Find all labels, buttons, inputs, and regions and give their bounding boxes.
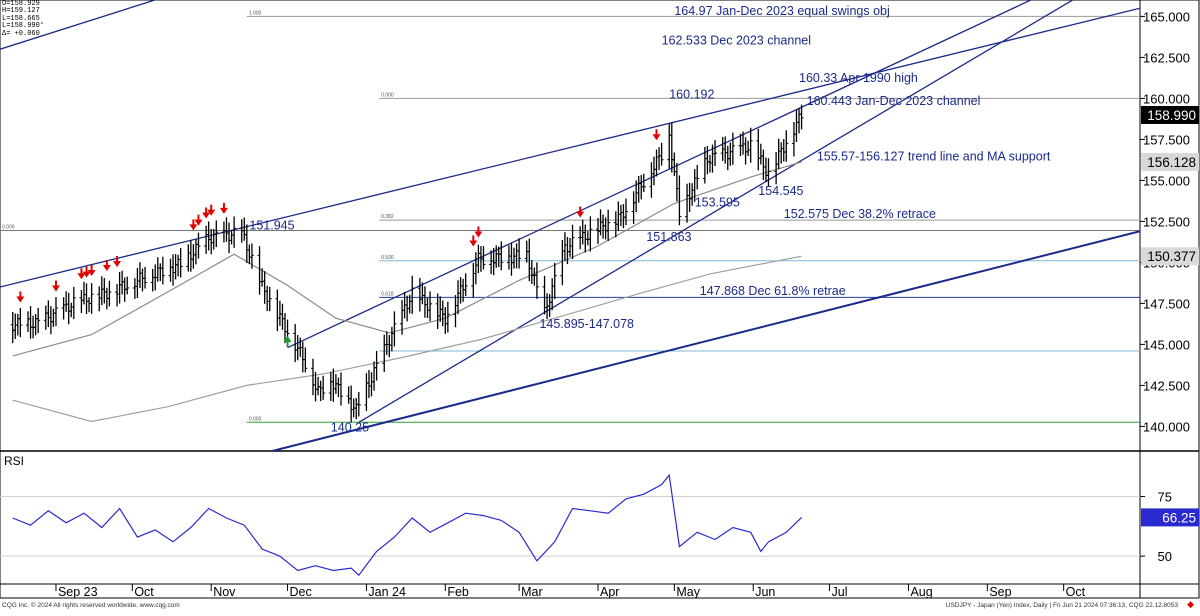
- ohlc-high: H=159.127: [2, 7, 40, 16]
- sell-signal-arrow-icon: [87, 264, 96, 276]
- trend-lines: [0, 0, 1140, 451]
- ma-slow-line: [12, 255, 802, 423]
- fib-ratio-tag: 0.500: [381, 255, 394, 261]
- ohlc-readout: O=158.929 H=159.127 L=158.665 L=158.990° Δ= …: [2, 0, 45, 38]
- ohlc-change: Δ= +0.060: [2, 29, 40, 38]
- price-annotation: 151.945: [249, 219, 294, 233]
- time-axis-label: Jan 24: [368, 585, 406, 599]
- sell-signal-arrow-icon: [77, 268, 86, 280]
- price-axis-label: 155.000: [1143, 173, 1190, 188]
- rsi-line: [12, 473, 803, 577]
- chart-frame: [0, 0, 1200, 599]
- price-annotation: 154.545: [758, 184, 803, 198]
- time-axis-label: Nov: [213, 585, 236, 599]
- sell-signal-arrow-icon: [219, 202, 228, 214]
- ohlc-low: L=158.665: [2, 14, 40, 23]
- price-badge-label: 150.377: [1147, 249, 1196, 264]
- time-axis-label: Sep: [989, 585, 1011, 599]
- price-badge-box: [1141, 105, 1199, 124]
- price-axis-label: 165.000: [1143, 9, 1190, 24]
- time-axis-label: Aug: [910, 585, 932, 599]
- price-axis-label: 145.000: [1143, 337, 1190, 352]
- ma-fast-line: [12, 161, 802, 357]
- price-annotation: 155.57-156.127 trend line and MA support: [817, 150, 1051, 164]
- price-axis-label: 162.500: [1143, 50, 1190, 65]
- price-annotation: 160.33 Apr 1990 high: [799, 71, 918, 85]
- fib-ratio-tag: 0.382: [381, 214, 394, 220]
- time-axis-label: Oct: [134, 585, 154, 599]
- price-badge: 158.990: [1141, 105, 1199, 124]
- trend-line: [0, 7, 1140, 288]
- price-axis-label: 142.500: [1143, 378, 1190, 393]
- price-axis-label: 152.500: [1143, 214, 1190, 229]
- sell-signal-arrow-icon: [189, 219, 198, 231]
- time-axis-label: Jul: [832, 585, 848, 599]
- price-axis-label: 147.500: [1143, 296, 1190, 311]
- sell-signal-arrow-icon: [576, 206, 585, 218]
- sell-signal-arrow-icon: [474, 226, 483, 238]
- price-annotation: 145.895-147.078: [539, 317, 634, 331]
- rsi-title: RSI: [4, 454, 24, 468]
- trend-line: [287, 0, 1033, 349]
- sell-signal-arrow-icon: [194, 214, 203, 226]
- price-annotation: 160.192: [669, 87, 714, 101]
- price-annotation: 147.868 Dec 61.8% retrae: [700, 284, 846, 298]
- rsi-axis-label: 75: [1158, 490, 1172, 505]
- price-badge: 156.128: [1141, 152, 1199, 171]
- time-axis-label: May: [676, 585, 700, 599]
- price-badge-label: 158.990: [1147, 108, 1196, 123]
- price-badge-box: [1141, 247, 1199, 266]
- price-annotation: 140.25: [331, 420, 369, 434]
- sell-signal-arrow-icon: [16, 291, 25, 303]
- buy-signal-arrow-icon: [283, 335, 292, 347]
- ohlc-last: L=158.990°: [2, 22, 45, 31]
- trend-line: [272, 230, 1140, 451]
- time-axis-label: Oct: [1066, 585, 1086, 599]
- price-annotation: 151.863: [646, 230, 691, 244]
- price-badge-label: 156.128: [1147, 155, 1196, 170]
- fib-ratio-tag: 0.000: [249, 416, 262, 422]
- price-annotation: 152.575 Dec 38.2% retrace: [784, 207, 936, 221]
- instrument-footer: USDJPY - Japan (Yen) Index, Daily | Fri …: [945, 602, 1178, 609]
- price-axis-label: 157.500: [1143, 132, 1190, 147]
- sell-signal-arrow-icon: [51, 280, 60, 292]
- fib-ratio-tag: 1.000: [249, 10, 262, 16]
- time-axis-label: Dec: [290, 585, 312, 599]
- sell-signal-arrow-icon: [652, 129, 661, 141]
- rsi-value-label: 66.25: [1162, 510, 1196, 525]
- sell-signal-arrow-icon: [207, 204, 216, 216]
- fib-ratio-tag: 0.618: [381, 291, 394, 297]
- ohlc-bars: [10, 104, 804, 423]
- sell-signal-arrow-icon: [469, 235, 478, 247]
- price-badge-box: [1141, 152, 1199, 171]
- time-axis-label: Apr: [600, 585, 619, 599]
- price-annotation: 162.533 Dec 2023 channel: [662, 33, 811, 47]
- price-annotation: 164.97 Jan-Dec 2023 equal swings obj: [674, 4, 889, 18]
- time-axis-label: Feb: [447, 585, 469, 599]
- sell-signal-arrow-icon: [82, 266, 91, 278]
- copyright-footer: CQG Inc. © 2024 All rights reserved worl…: [2, 602, 180, 609]
- sell-signal-arrow-icon: [202, 207, 211, 219]
- price-badge: 150.377: [1141, 247, 1199, 266]
- sell-signal-arrow-icon: [102, 260, 111, 272]
- price-axis-label: 160.000: [1143, 91, 1190, 106]
- sell-signal-arrow-icon: [113, 255, 122, 267]
- ohlc-open: O=158.929: [2, 0, 40, 8]
- fib-ratio-tag: 0.000: [2, 225, 15, 231]
- scroll-left-arrow-icon[interactable]: ◆: [1187, 599, 1194, 609]
- trend-line: [0, 0, 158, 50]
- fib-ratio-tag: 0.000: [381, 92, 394, 98]
- rsi-axis-label: 50: [1158, 549, 1172, 564]
- price-axis-label: 140.000: [1143, 419, 1190, 434]
- time-axis-label: Jun: [755, 585, 775, 599]
- price-annotation: 160.443 Jan-Dec 2023 channel: [807, 94, 981, 108]
- trend-line: [358, 0, 1074, 423]
- price-annotation: 153.595: [695, 196, 740, 210]
- time-axis-label: Mar: [521, 585, 543, 599]
- rsi-value-badge: [1141, 508, 1199, 527]
- time-axis-label: Sep 23: [58, 585, 98, 599]
